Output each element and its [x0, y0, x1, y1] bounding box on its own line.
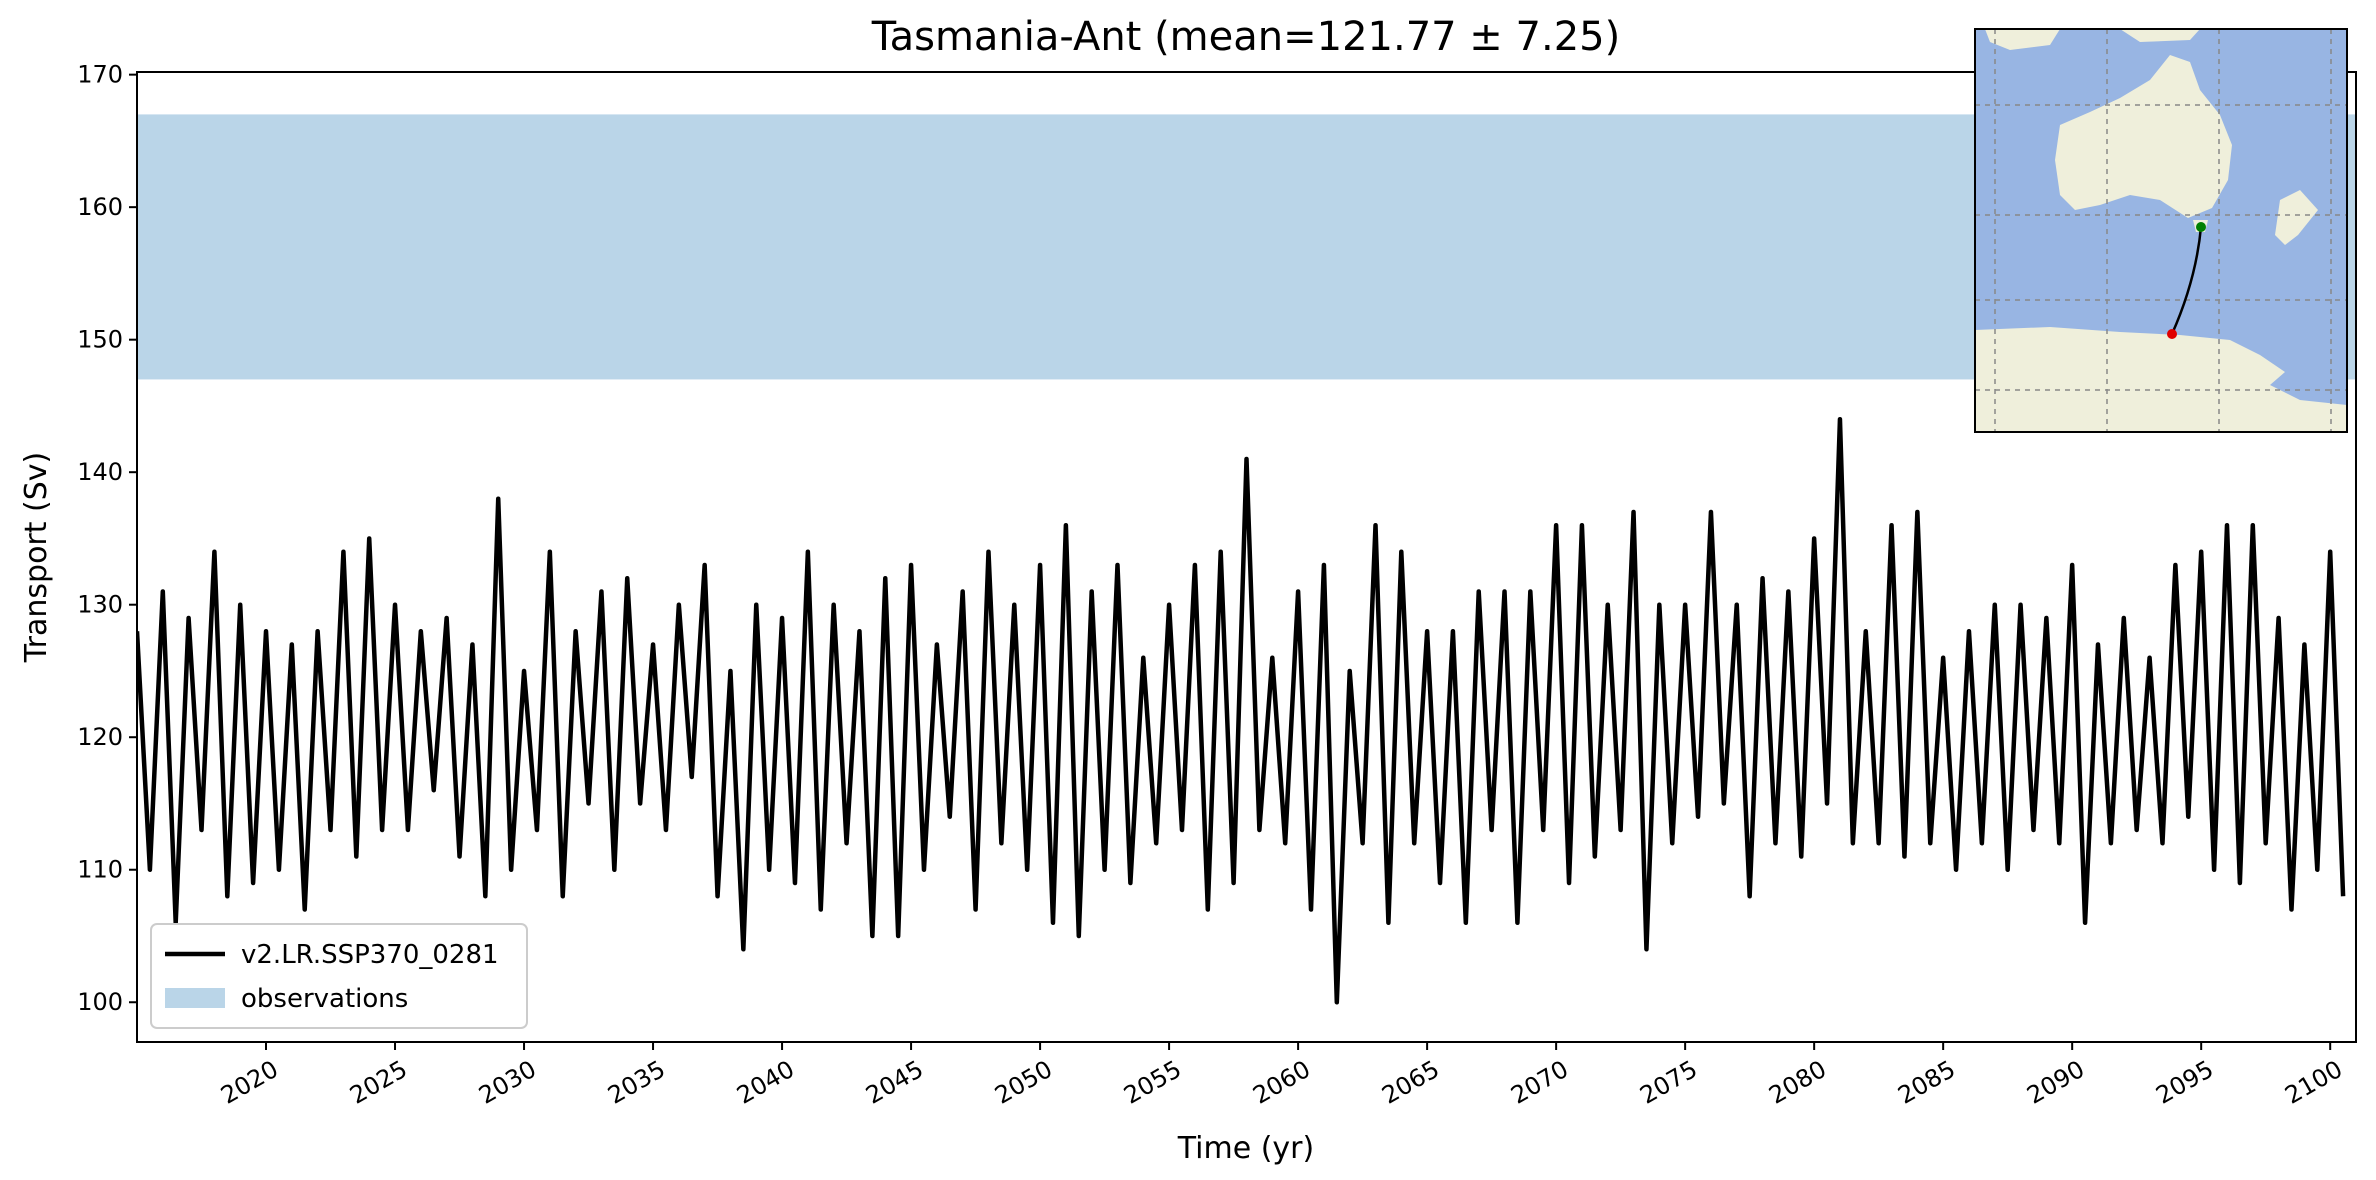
- y-tick-label: 100: [77, 988, 123, 1016]
- y-axis-label: Transport (Sv): [19, 452, 54, 664]
- map-section-line: [2170, 226, 2203, 335]
- y-tick-label: 120: [77, 723, 123, 751]
- x-axis-label: Time (yr): [1177, 1131, 1314, 1166]
- y-tick-label: 140: [77, 458, 123, 486]
- map-land: [1975, 327, 2347, 432]
- legend-label: observations: [241, 984, 408, 1014]
- y-tick-label: 170: [77, 61, 123, 89]
- map-land: [2055, 55, 2232, 218]
- map-land: [2120, 29, 2200, 42]
- legend-patch: [165, 988, 225, 1008]
- chart-title: Tasmania-Ant (mean=121.77 ± 7.25): [871, 14, 1620, 60]
- axes-frame: [136, 71, 2357, 1043]
- map-start-point: [2196, 222, 2206, 232]
- y-tick-label: 130: [77, 591, 123, 619]
- y-tick-label: 110: [77, 856, 123, 884]
- legend-label: v2.LR.SSP370_0281: [241, 940, 499, 970]
- data-line: [137, 416, 2346, 1005]
- y-tick-label: 160: [77, 193, 123, 221]
- y-tick-label: 150: [77, 326, 123, 354]
- map-land: [2275, 190, 2318, 245]
- map-frame: [1974, 28, 2348, 433]
- map-end-point: [2167, 329, 2177, 339]
- map-land: [1985, 29, 2060, 50]
- map-inset: [1974, 28, 2348, 433]
- legend-box: [150, 923, 528, 1029]
